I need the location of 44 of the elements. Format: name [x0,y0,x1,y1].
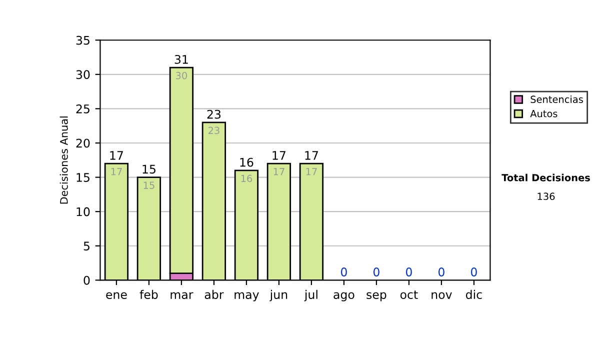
x-tick-label: jun [270,290,288,302]
data-label: 17 [306,168,317,176]
total-label: 16 [240,158,254,167]
total-label: 15 [142,164,156,174]
x-tick-label: jul [304,290,318,302]
x-tick-label: mar [170,292,194,300]
x-tick-label: sep [366,292,386,302]
x-tick-label: ene [106,292,127,300]
total-label: 0 [373,268,380,276]
total-label: 17 [272,151,286,160]
total-label: 17 [305,151,318,160]
data-label: 17 [111,168,122,176]
y-tick-label: 0 [84,276,90,285]
x-tick-label: abr [204,290,224,300]
y-axis-title: Decisiones Anual [60,116,68,204]
y-tick-label: 35 [76,36,90,45]
data-label: 15 [144,182,154,189]
data-label: 30 [176,72,187,80]
x-tick-label: feb [140,290,158,300]
total-label: 0 [406,268,412,276]
data-label: 17 [274,168,284,176]
text: Total Decisiones [502,174,590,182]
total-label: 0 [438,268,444,276]
y-tick-label: 5 [84,242,90,251]
x-tick-label: dic [466,290,482,300]
total-label: 31 [174,54,188,64]
text: 136 [538,192,555,200]
x-tick-label: oct [400,290,418,300]
y-tick-label: 15 [76,173,90,182]
data-label: 16 [241,174,252,182]
x-tick-label: may [234,292,259,302]
y-tick-label: 30 [76,70,90,80]
legend-label: Sentencias [530,95,583,104]
y-tick-label: 25 [76,104,90,114]
y-tick-label: 10 [76,207,90,216]
total-label: 17 [110,151,123,160]
total-label: 23 [207,110,221,119]
legend-label: Autos [530,110,558,118]
x-tick-label: nov [432,292,452,300]
total-label: 0 [470,268,477,276]
x-tick-label: ago [334,292,354,302]
y-tick-label: 20 [76,138,90,148]
total-label: 0 [340,268,347,276]
data-label: 23 [208,126,220,134]
